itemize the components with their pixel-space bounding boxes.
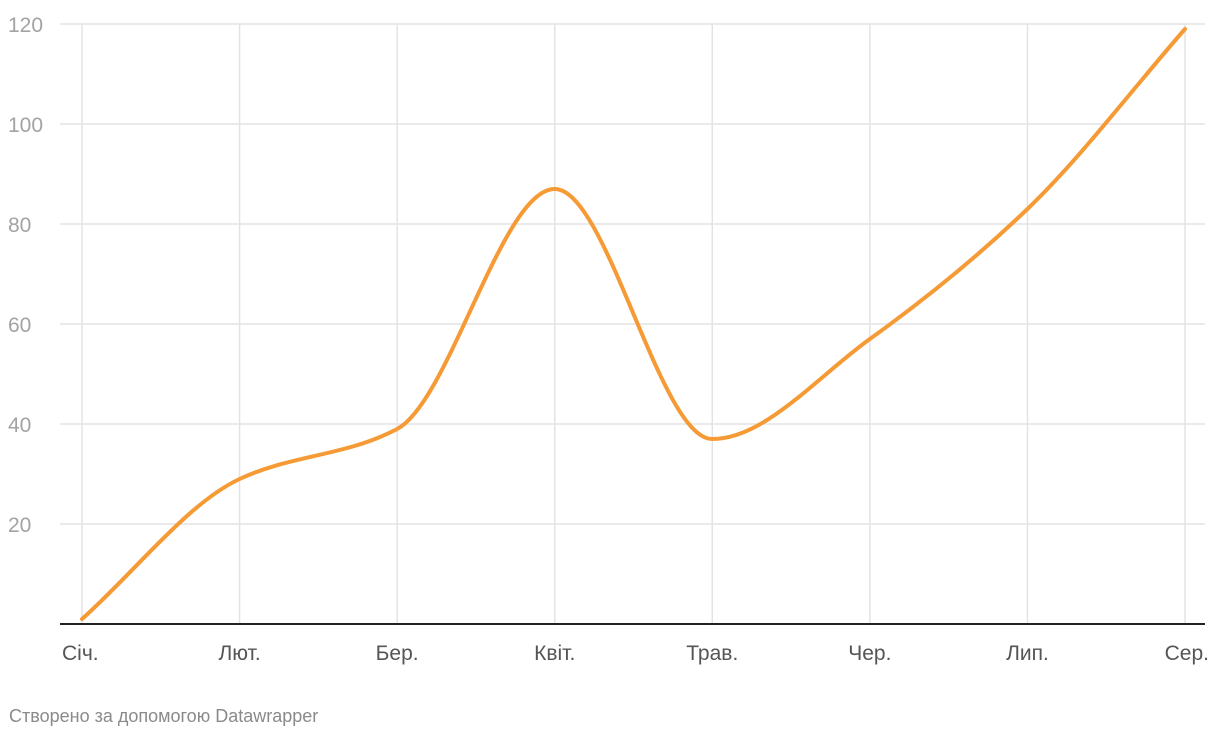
x-axis-tick-labels: Січ. Лют. Бер. Квіт. Трав. Чер. Лип. Сер. <box>62 642 1209 665</box>
y-tick-label: 120 <box>8 14 43 37</box>
y-tick-label: 80 <box>8 214 31 237</box>
x-gridlines <box>81 24 1186 624</box>
series-lines <box>80 27 1187 621</box>
x-tick-label: Лип. <box>1006 642 1049 665</box>
y-tick-label: 60 <box>8 314 31 337</box>
x-tick-label: Сер. <box>1165 642 1209 665</box>
y-tick-label: 40 <box>8 414 31 437</box>
y-gridlines <box>60 23 1205 525</box>
line-chart: 20 40 60 80 100 120 Січ. Лют. Бер. Квіт. Трав. Чер… <box>8 14 1209 665</box>
footer-credit: Створено за допомогою Datawrapper <box>9 706 319 726</box>
y-tick-label: 20 <box>8 514 31 537</box>
x-tick-label: Бер. <box>376 642 419 665</box>
x-tick-label: Трав. <box>686 642 738 665</box>
x-tick-label: Чер. <box>848 642 891 665</box>
series-line <box>80 27 1187 621</box>
x-tick-label: Квіт. <box>534 642 575 665</box>
x-tick-label: Лют. <box>218 642 260 665</box>
y-tick-label: 100 <box>8 114 43 137</box>
x-tick-label: Січ. <box>62 642 99 665</box>
y-axis-tick-labels: 20 40 60 80 100 120 <box>8 14 43 537</box>
